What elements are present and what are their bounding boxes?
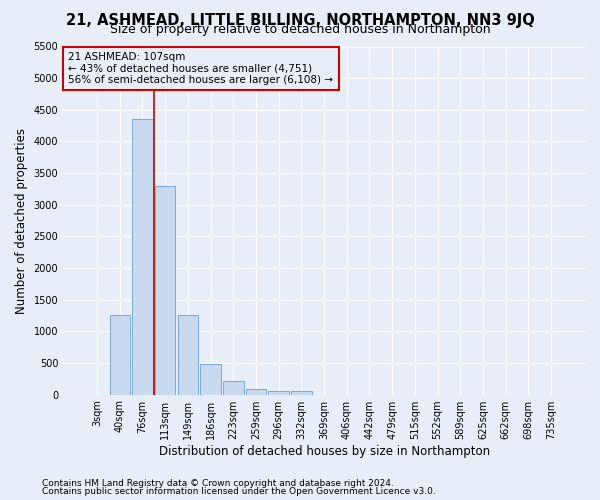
Bar — [178, 315, 198, 394]
Bar — [223, 381, 244, 394]
Y-axis label: Number of detached properties: Number of detached properties — [15, 128, 28, 314]
Bar — [246, 389, 266, 394]
Text: Contains public sector information licensed under the Open Government Licence v3: Contains public sector information licen… — [42, 487, 436, 496]
X-axis label: Distribution of detached houses by size in Northampton: Distribution of detached houses by size … — [158, 444, 490, 458]
Text: 21 ASHMEAD: 107sqm
← 43% of detached houses are smaller (4,751)
56% of semi-deta: 21 ASHMEAD: 107sqm ← 43% of detached hou… — [68, 52, 334, 85]
Bar — [110, 315, 130, 394]
Text: Size of property relative to detached houses in Northampton: Size of property relative to detached ho… — [110, 24, 490, 36]
Bar — [132, 120, 153, 394]
Bar — [155, 186, 175, 394]
Text: Contains HM Land Registry data © Crown copyright and database right 2024.: Contains HM Land Registry data © Crown c… — [42, 479, 394, 488]
Bar — [200, 364, 221, 394]
Bar — [291, 391, 311, 394]
Bar — [268, 391, 289, 394]
Text: 21, ASHMEAD, LITTLE BILLING, NORTHAMPTON, NN3 9JQ: 21, ASHMEAD, LITTLE BILLING, NORTHAMPTON… — [65, 12, 535, 28]
